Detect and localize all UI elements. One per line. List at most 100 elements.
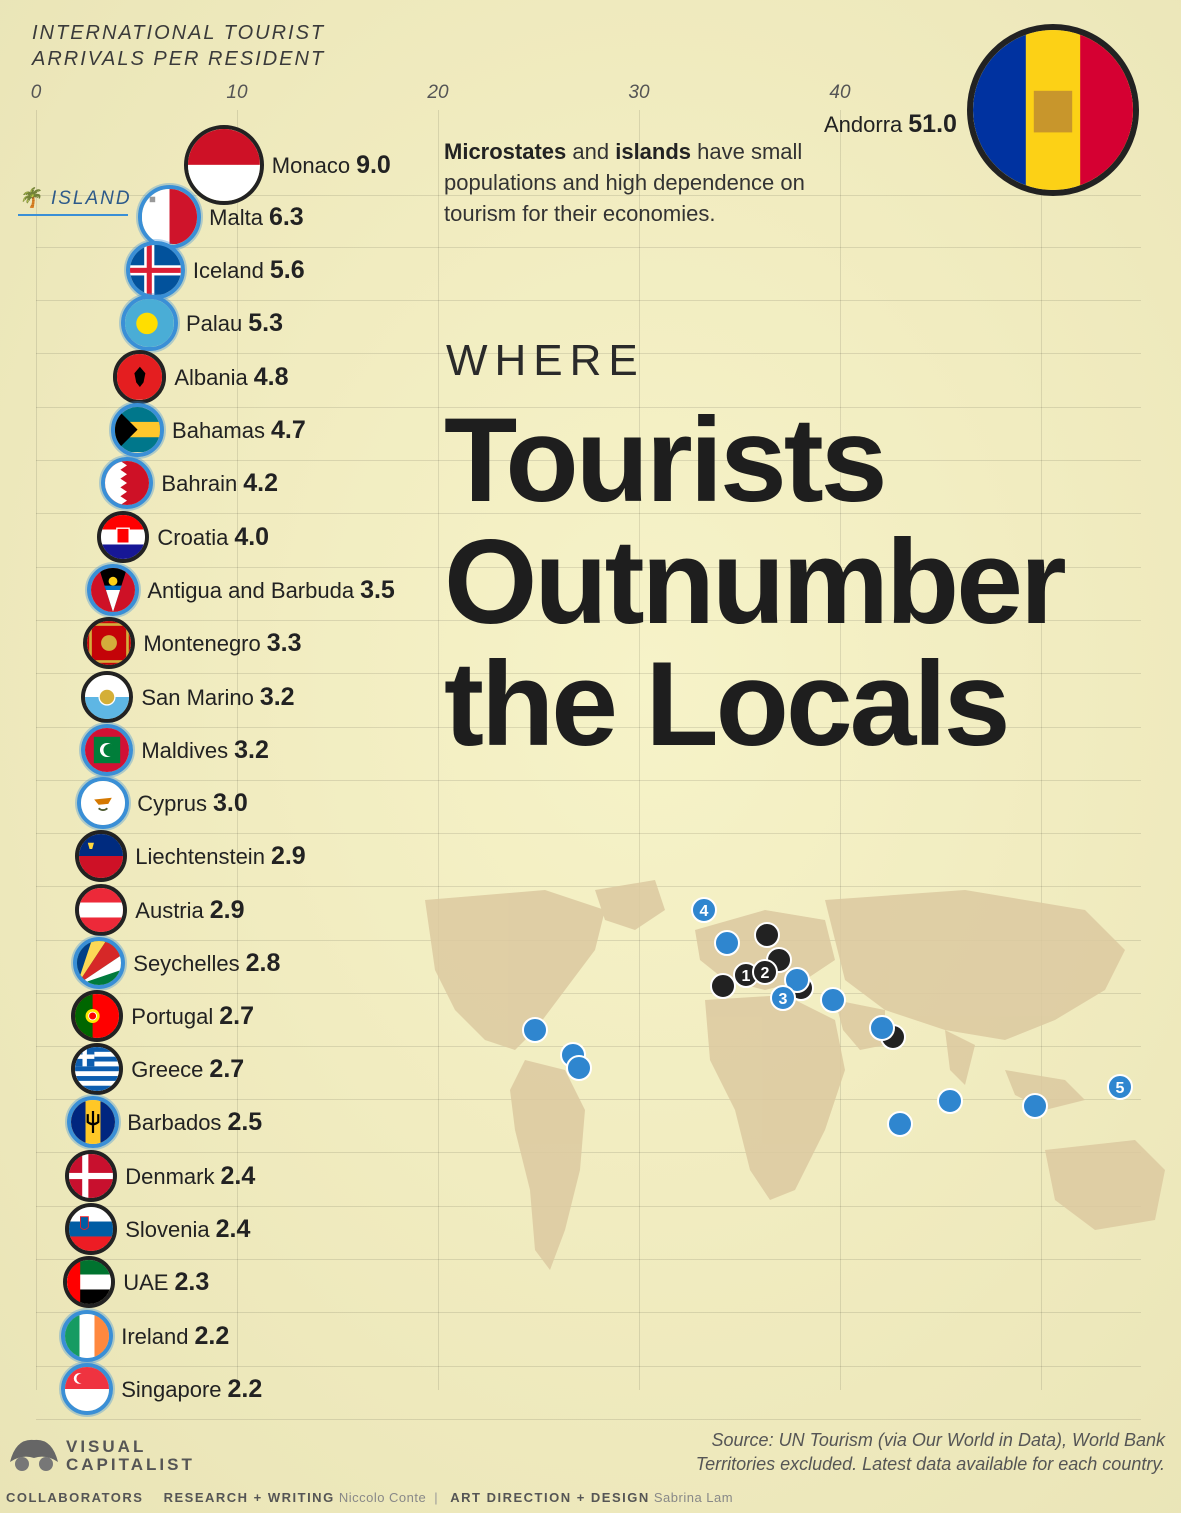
- axis-title: INTERNATIONAL TOURIST ARRIVALS PER RESID…: [32, 22, 326, 70]
- source-text: Source: UN Tourism (via Our World in Dat…: [696, 1428, 1165, 1476]
- label-cyprus: Cyprus 3.0: [137, 789, 247, 818]
- country-name: Bahamas: [172, 418, 265, 443]
- label-uae: UAE 2.3: [123, 1268, 209, 1297]
- map-marker-3: 3: [770, 985, 796, 1011]
- credits-art-label: ART DIRECTION + DESIGN: [450, 1490, 650, 1505]
- data-label: 4.2: [243, 469, 279, 497]
- title-line-1: Tourists: [444, 393, 887, 527]
- label-palau: Palau 5.3: [186, 309, 283, 338]
- source-line-1: Source: UN Tourism (via Our World in Dat…: [711, 1430, 1165, 1450]
- credits-research-label: RESEARCH + WRITING: [163, 1490, 335, 1505]
- country-name: Albania: [174, 365, 248, 390]
- flag-antigua-and-barbuda-icon: [87, 564, 140, 616]
- flag-cyprus-icon: [77, 777, 130, 829]
- label-montenegro: Montenegro 3.3: [143, 629, 301, 658]
- row-grid-line: [36, 1312, 1141, 1313]
- data-label: 5.3: [248, 309, 283, 337]
- country-name: Singapore: [121, 1377, 222, 1402]
- note-text: Microstates and islands have small popul…: [444, 139, 805, 226]
- label-monaco: Monaco 9.0: [272, 151, 391, 180]
- country-name: Austria: [135, 898, 204, 923]
- x-grid-line: [1041, 110, 1042, 1390]
- world-map: 1 2 3 4 5: [425, 880, 1165, 1270]
- map-marker: [754, 922, 780, 948]
- country-name: Andorra: [824, 112, 903, 137]
- map-marker-2: 2: [752, 959, 778, 985]
- row-grid-line: [36, 407, 1141, 408]
- country-name: San Marino: [141, 685, 254, 710]
- flag-barbados-icon: [67, 1096, 120, 1148]
- country-name: Cyprus: [137, 791, 207, 816]
- data-label: 3.5: [360, 576, 395, 604]
- title-kicker: WHERE: [446, 336, 645, 385]
- row-grid-line: [36, 513, 1141, 514]
- label-liechtenstein: Liechtenstein 2.9: [135, 842, 305, 871]
- map-marker-number: 2: [761, 965, 770, 982]
- data-label: 3.2: [259, 683, 295, 711]
- flag-maldives-icon: [81, 724, 134, 776]
- country-name: Antigua and Barbuda: [147, 578, 355, 603]
- flag-san-marino-icon: [81, 671, 134, 723]
- data-label: 3.2: [234, 736, 269, 764]
- label-bahrain: Bahrain 4.2: [161, 469, 278, 498]
- world-map-land: [425, 880, 1165, 1270]
- flag-greece-icon: [71, 1043, 124, 1095]
- country-name: Slovenia: [125, 1217, 210, 1242]
- country-name: Maldives: [141, 738, 229, 763]
- x-tick-label: 20: [427, 82, 449, 103]
- label-antigua-and-barbuda: Antigua and Barbuda 3.5: [147, 576, 395, 605]
- title-line-3: the Locals: [444, 637, 1010, 771]
- visual-capitalist-logo-icon: [10, 1439, 58, 1471]
- flag-slovenia-icon: [65, 1203, 118, 1255]
- row-grid-line: [36, 727, 1141, 728]
- data-label: 2.2: [227, 1375, 263, 1403]
- country-name: Greece: [131, 1057, 204, 1082]
- map-marker-number: 3: [779, 991, 788, 1008]
- flag-bahamas-icon: [110, 403, 165, 457]
- data-label: 3.0: [212, 789, 248, 817]
- country-name: Monaco: [271, 153, 351, 178]
- data-label: 2.3: [174, 1268, 210, 1296]
- country-name: Portugal: [131, 1004, 214, 1029]
- map-marker: [566, 1055, 592, 1081]
- map-marker: [887, 1111, 913, 1137]
- row-grid-line: [36, 1206, 1141, 1207]
- label-denmark: Denmark 2.4: [125, 1162, 255, 1191]
- label-slovenia: Slovenia 2.4: [125, 1215, 250, 1244]
- map-marker-number: 4: [700, 903, 709, 920]
- flag-montenegro-icon: [83, 617, 136, 669]
- map-marker: [784, 967, 810, 993]
- label-seychelles: Seychelles 2.8: [133, 949, 280, 978]
- label-bahamas: Bahamas 4.7: [172, 416, 306, 445]
- credits-art-name: Sabrina Lam: [653, 1490, 734, 1505]
- flag-portugal-icon: [71, 990, 124, 1042]
- label-andorra: Andorra 51.0: [824, 110, 957, 139]
- data-label: 2.9: [209, 896, 245, 924]
- flag-bahrain-icon: [101, 457, 154, 509]
- row-grid-line: [36, 886, 1141, 887]
- label-malta: Malta 6.3: [209, 203, 304, 232]
- credits-research-name: Niccolo Conte: [338, 1490, 427, 1505]
- row-grid-line: [36, 1099, 1141, 1100]
- flag-liechtenstein-icon: [75, 830, 128, 882]
- country-name: Malta: [209, 205, 263, 230]
- flag-albania-icon: [112, 350, 167, 404]
- country-name: Ireland: [121, 1324, 189, 1349]
- data-label: 5.6: [269, 256, 305, 284]
- island-legend-label: ISLAND: [50, 188, 132, 209]
- label-austria: Austria 2.9: [135, 896, 244, 925]
- row-grid-line: [36, 1259, 1141, 1260]
- map-marker: [710, 973, 736, 999]
- data-label: 2.4: [220, 1162, 256, 1190]
- label-singapore: Singapore 2.2: [121, 1375, 262, 1404]
- row-grid-line: [36, 353, 1141, 354]
- x-grid-line: [840, 110, 841, 1390]
- row-grid-line: [36, 673, 1141, 674]
- label-iceland: Iceland 5.6: [193, 256, 305, 285]
- country-name: UAE: [123, 1270, 169, 1295]
- label-croatia: Croatia 4.0: [157, 523, 269, 552]
- data-label: 4.0: [234, 523, 270, 551]
- row-grid-line: [36, 620, 1141, 621]
- country-name: Bahrain: [161, 471, 238, 496]
- label-san-marino: San Marino 3.2: [141, 683, 294, 712]
